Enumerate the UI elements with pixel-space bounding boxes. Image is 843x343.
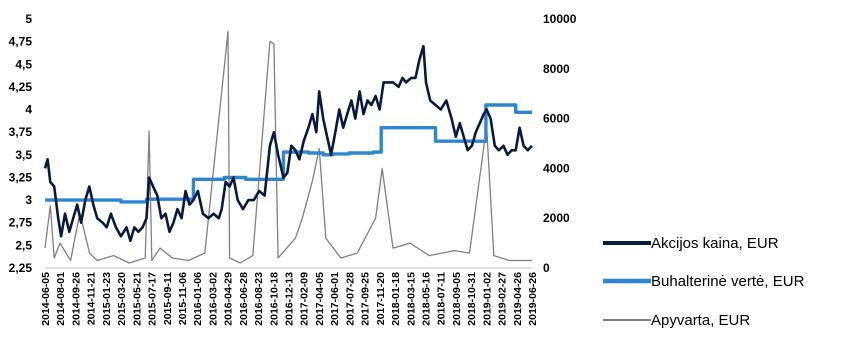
x-axis-tick-label: 2015-01-23 <box>101 272 113 326</box>
left-axis-tick-label: 4,25 <box>9 80 33 94</box>
left-axis-tick-label: 3,25 <box>9 170 33 184</box>
legend: Akcijos kaina, EUR Buhalterinė vertė, EUR… <box>603 235 805 329</box>
legend-item-book-value: Buhalterinė vertė, EUR <box>603 273 805 290</box>
legend-label: Apyvarta, EUR <box>651 312 750 329</box>
right-axis: 0 2000 4000 6000 8000 10000 <box>543 12 577 275</box>
book-value-line <box>45 103 532 204</box>
x-axis-tick-label: 2014-06-05 <box>40 272 52 326</box>
x-axis-tick-label: 2016-10-18 <box>268 272 280 326</box>
x-axis-tick-label: 2017-06-01 <box>329 272 341 326</box>
x-axis-tick-label: 2014-11-21 <box>86 272 98 325</box>
x-axis-tick-label: 2016-12-13 <box>284 272 296 326</box>
right-axis-tick-label: 8000 <box>543 62 570 76</box>
left-axis-tick-label: 2,75 <box>9 216 33 230</box>
left-axis-tick-label: 4,75 <box>9 35 33 49</box>
x-axis-tick-label: 2016-01-06 <box>192 272 204 326</box>
x-axis-tick-label: 2018-01-18 <box>390 272 402 326</box>
left-axis-tick-label: 4,5 <box>15 57 32 71</box>
x-axis-tick-label: 2017-04-05 <box>314 272 326 326</box>
x-axis-tick-label: 2019-02-27 <box>497 272 509 326</box>
x-axis-tick-label: 2018-03-15 <box>405 272 417 326</box>
x-axis-tick-label: 2015-05-21 <box>131 272 143 326</box>
x-axis-tick-label: 2015-11-06 <box>177 272 189 325</box>
share-price-line <box>43 44 533 243</box>
x-axis-tick-label: 2016-08-23 <box>253 272 265 326</box>
left-axis: 2,25 2,5 2,75 3 3,25 3,5 3,75 4 4,25 4,5 4,75 5 <box>9 12 33 275</box>
left-axis-tick-label: 3,75 <box>9 125 33 139</box>
x-axis-tick-label: 2015-09-11 <box>162 272 174 325</box>
x-axis-tick-label: 2016-04-29 <box>223 272 235 326</box>
x-axis-tick-label: 2018-09-05 <box>451 272 463 326</box>
legend-item-turnover: Apyvarta, EUR <box>603 312 750 329</box>
x-axis-tick-label: 2019-01-02 <box>481 272 493 326</box>
x-axis-tick-label: 2016-06-28 <box>238 272 250 326</box>
left-axis-tick-label: 2,25 <box>9 261 33 275</box>
x-axis: 2014-06-05 2014-08-01 2014-09-26 2014-11-21… <box>40 267 539 326</box>
x-axis-tick-label: 2014-09-26 <box>70 272 82 326</box>
right-axis-tick-label: 2000 <box>543 211 570 225</box>
x-axis-tick-label: 2018-07-11 <box>436 272 448 325</box>
left-axis-tick-label: 2,5 <box>15 238 32 252</box>
legend-item-share-price: Akcijos kaina, EUR <box>603 235 779 252</box>
x-axis-tick-label: 2018-10-31 <box>466 272 478 326</box>
x-axis-tick-label: 2016-03-02 <box>207 272 219 326</box>
plot-area <box>43 30 533 264</box>
x-axis-tick-label: 2017-09-25 <box>360 272 372 326</box>
right-axis-tick-label: 4000 <box>543 161 570 175</box>
x-axis-tick-label: 2018-05-16 <box>420 272 432 326</box>
x-axis-tick-label: 2014-08-01 <box>55 272 67 326</box>
x-axis-tick-label: 2017-11-20 <box>375 272 387 325</box>
x-axis-tick-label: 2019-06-26 <box>527 272 539 326</box>
left-axis-tick-label: 3 <box>25 193 32 207</box>
left-axis-tick-label: 5 <box>25 12 32 26</box>
left-axis-tick-label: 3,5 <box>15 148 32 162</box>
x-axis-tick-label: 2015-03-20 <box>116 272 128 326</box>
legend-label: Buhalterinė vertė, EUR <box>651 273 805 290</box>
left-axis-tick-label: 4 <box>25 103 32 117</box>
x-axis-tick-label: 2019-04-26 <box>512 272 524 326</box>
right-axis-tick-label: 0 <box>543 261 550 275</box>
x-axis-tick-label: 2017-02-09 <box>299 272 311 326</box>
right-axis-tick-label: 10000 <box>543 12 577 26</box>
legend-label: Akcijos kaina, EUR <box>651 235 779 252</box>
right-axis-tick-label: 6000 <box>543 112 570 126</box>
turnover-line <box>44 30 532 264</box>
x-axis-tick-label: 2017-07-28 <box>344 272 356 326</box>
x-axis-tick-label: 2015-07-17 <box>147 272 159 326</box>
